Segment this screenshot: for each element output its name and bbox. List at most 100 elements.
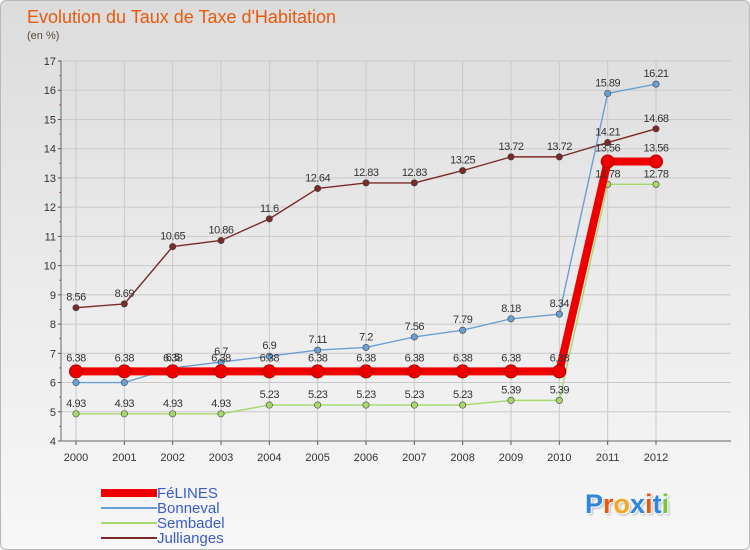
data-label-sembadel: 4.93 — [66, 398, 86, 410]
data-label-felines: 13.56 — [643, 143, 668, 155]
point-jullianges — [120, 300, 128, 308]
point-felines — [69, 364, 83, 379]
y-tick-label: 8 — [50, 319, 56, 331]
y-unit-label: (en %) — [27, 30, 60, 42]
point-felines — [600, 154, 615, 169]
point-felines — [359, 364, 373, 379]
point-jullianges — [652, 125, 660, 133]
point-sembadel — [507, 396, 515, 404]
data-label-jullianges: 13.72 — [498, 141, 523, 153]
y-tick-label: 9 — [50, 290, 56, 302]
point-felines — [504, 364, 518, 379]
point-bonneval — [555, 310, 563, 318]
x-tick-label: 2004 — [257, 452, 281, 464]
point-sembadel — [72, 410, 80, 418]
x-tick-label: 2006 — [354, 452, 378, 464]
y-tick-label: 17 — [44, 56, 56, 68]
data-label-bonneval: 6.5 — [166, 352, 180, 364]
point-jullianges — [265, 215, 273, 223]
point-felines — [165, 364, 180, 379]
logo-letter: r — [603, 489, 614, 519]
point-bonneval — [120, 379, 128, 387]
data-label-jullianges: 14.21 — [595, 127, 620, 139]
point-felines — [117, 364, 132, 379]
point-bonneval — [72, 379, 80, 387]
point-sembadel — [555, 396, 563, 404]
data-label-felines: 6.38 — [405, 352, 425, 364]
y-tick-label: 11 — [45, 231, 56, 243]
point-felines — [407, 364, 422, 379]
x-tick-label: 2001 — [112, 452, 136, 464]
point-bonneval — [314, 346, 322, 354]
data-label-bonneval: 7.2 — [359, 331, 373, 343]
logo-letter: i — [645, 489, 653, 519]
y-tick-label: 13 — [44, 173, 56, 185]
point-sembadel — [120, 410, 128, 418]
point-bonneval — [459, 326, 467, 334]
x-tick-label: 2011 — [596, 452, 620, 464]
point-bonneval — [265, 352, 273, 360]
logo-letter: i — [661, 489, 670, 519]
data-label-bonneval: 6.9 — [262, 340, 276, 352]
point-sembadel — [169, 410, 177, 418]
point-bonneval — [652, 80, 660, 88]
x-tick-label: 2007 — [402, 452, 426, 464]
x-tick-label: 2003 — [209, 452, 233, 464]
logo-letter: o — [613, 489, 631, 519]
legend-label-bonneval: Bonneval — [157, 500, 220, 517]
data-label-felines: 6.38 — [550, 352, 570, 364]
point-felines — [455, 364, 470, 379]
data-label-bonneval: 16.21 — [643, 68, 668, 80]
logo-letter: P — [585, 489, 604, 519]
data-label-felines: 6.38 — [211, 352, 231, 364]
point-bonneval — [362, 343, 370, 351]
logo-letter: t — [652, 489, 662, 519]
point-bonneval — [604, 89, 612, 97]
point-jullianges — [507, 153, 515, 161]
point-sembadel — [314, 401, 322, 409]
data-label-felines: 13.56 — [595, 143, 620, 155]
data-label-sembadel: 4.93 — [211, 398, 231, 410]
data-label-sembadel: 5.23 — [260, 389, 280, 401]
x-tick-label: 2012 — [644, 452, 668, 464]
legend-swatch-bonneval — [101, 507, 157, 509]
legend-label-jullianges: Jullianges — [157, 530, 224, 547]
y-tick-label: 5 — [50, 407, 56, 419]
point-sembadel — [362, 401, 370, 409]
data-label-felines: 6.38 — [163, 352, 183, 364]
data-label-bonneval: 15.89 — [595, 77, 620, 89]
data-label-sembadel: 4.93 — [115, 398, 135, 410]
data-label-sembadel: 5.23 — [453, 389, 473, 401]
data-label-felines: 6.38 — [115, 352, 135, 364]
data-label-sembadel: 12.78 — [595, 168, 620, 180]
x-tick-label: 2008 — [450, 452, 474, 464]
x-tick-label: 2009 — [499, 452, 523, 464]
data-label-felines: 6.38 — [66, 352, 86, 364]
data-label-sembadel: 5.23 — [356, 389, 376, 401]
data-label-jullianges: 12.83 — [353, 167, 378, 179]
point-bonneval — [507, 315, 515, 323]
legend-swatch-sembadel — [101, 522, 157, 524]
grid — [61, 60, 731, 442]
y-tick-label: 16 — [44, 85, 56, 97]
point-felines — [214, 364, 228, 379]
data-label-jullianges: 14.68 — [643, 113, 668, 125]
data-label-sembadel: 4.93 — [163, 398, 183, 410]
point-jullianges — [72, 304, 80, 312]
data-label-felines: 6.38 — [356, 352, 376, 364]
data-label-felines: 6.38 — [453, 352, 473, 364]
data-label-felines: 6.38 — [260, 352, 280, 364]
data-label-jullianges: 13.25 — [450, 155, 475, 167]
point-jullianges — [555, 153, 563, 161]
y-tick-label: 6 — [50, 378, 56, 390]
legend-label-felines: FéLINES — [157, 485, 218, 502]
point-jullianges — [217, 236, 225, 244]
y-tick-label: 15 — [44, 114, 56, 126]
point-sembadel — [265, 401, 273, 409]
point-jullianges — [314, 184, 322, 192]
x-tick-label: 2010 — [547, 452, 571, 464]
data-label-jullianges: 10.65 — [160, 231, 185, 243]
point-sembadel — [217, 410, 225, 418]
